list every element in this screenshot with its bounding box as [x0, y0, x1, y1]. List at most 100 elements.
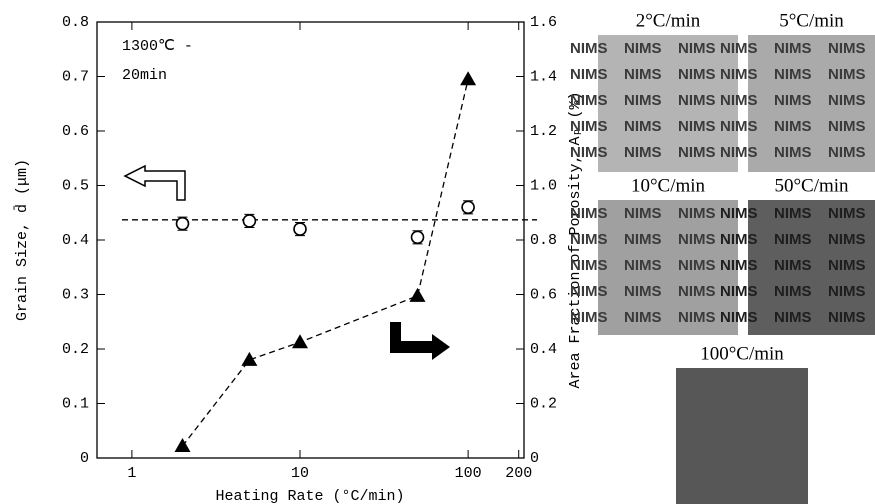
panel-image: [676, 368, 808, 504]
data-point: [460, 71, 477, 86]
watermark: NIMS: [624, 309, 662, 326]
panel-label: 5°C/min: [779, 10, 844, 31]
watermark: NIMS: [570, 144, 608, 161]
x-tick-label: 1: [127, 465, 136, 482]
data-point: [292, 334, 309, 349]
watermark: NIMS: [570, 309, 608, 326]
watermark: NIMS: [678, 257, 716, 274]
watermark: NIMS: [624, 118, 662, 135]
watermark: NIMS: [720, 144, 758, 161]
watermark: NIMS: [678, 40, 716, 57]
watermark: NIMS: [828, 309, 866, 326]
panel-label: 10°C/min: [631, 175, 706, 196]
data-point: [242, 214, 257, 228]
watermark: NIMS: [678, 309, 716, 326]
watermark: NIMS: [570, 118, 608, 135]
watermark: NIMS: [720, 92, 758, 109]
watermark: NIMS: [774, 283, 812, 300]
y-tick-label: 0.1: [62, 395, 89, 412]
watermark: NIMS: [774, 40, 812, 57]
right-arrow: [390, 322, 450, 360]
y2-tick-label: 1.0: [530, 177, 557, 194]
plot-frame: [96, 21, 525, 459]
y2-tick-label: 0.8: [530, 232, 557, 249]
watermark: NIMS: [828, 66, 866, 83]
y-tick-label: 0.4: [62, 232, 89, 249]
y2-tick-label: 0.2: [530, 395, 557, 412]
data-point: [241, 351, 258, 366]
y-tick-label: 0.6: [62, 123, 89, 140]
watermark: NIMS: [624, 66, 662, 83]
watermark: NIMS: [624, 40, 662, 57]
watermark: NIMS: [624, 283, 662, 300]
watermark: NIMS: [828, 144, 866, 161]
watermark: NIMS: [624, 144, 662, 161]
watermark: NIMS: [678, 66, 716, 83]
y-tick-label: 0: [80, 450, 89, 467]
data-point: [409, 287, 426, 302]
x-tick-label: 200: [505, 465, 532, 482]
watermark: NIMS: [720, 40, 758, 57]
x-tick-label: 10: [291, 465, 309, 482]
watermark: NIMS: [570, 283, 608, 300]
watermark: NIMS: [720, 205, 758, 222]
y2-axis-label: Area Fraction of Porosity, Aₚ (%): [567, 91, 584, 388]
watermark: NIMS: [678, 118, 716, 135]
watermark: NIMS: [570, 231, 608, 248]
annotation: 1300℃ -: [122, 38, 193, 55]
watermark: NIMS: [570, 40, 608, 57]
panel-image: [598, 35, 738, 172]
watermark: NIMS: [774, 309, 812, 326]
panel-image: [748, 200, 875, 335]
panel-image: [598, 200, 738, 335]
panel-label: 50°C/min: [774, 175, 849, 196]
y2-tick-label: 0.4: [530, 341, 557, 358]
x-tick-label: 100: [455, 465, 482, 482]
watermark: NIMS: [720, 283, 758, 300]
watermark: NIMS: [774, 231, 812, 248]
watermark: NIMS: [678, 205, 716, 222]
watermark: NIMS: [570, 92, 608, 109]
watermark: NIMS: [828, 40, 866, 57]
watermark: NIMS: [774, 205, 812, 222]
trend-line: [181, 79, 469, 447]
y-tick-label: 0.5: [62, 177, 89, 194]
x-axis-label: Heating Rate (°C/min): [215, 488, 404, 504]
watermark: NIMS: [678, 92, 716, 109]
watermark: NIMS: [624, 92, 662, 109]
watermark: NIMS: [774, 66, 812, 83]
watermark: NIMS: [720, 257, 758, 274]
watermark: NIMS: [828, 118, 866, 135]
data-point: [175, 216, 190, 231]
data-point: [174, 438, 191, 453]
watermark: NIMS: [828, 231, 866, 248]
watermark: NIMS: [570, 205, 608, 222]
y-tick-label: 0.7: [62, 68, 89, 85]
watermark: NIMS: [624, 205, 662, 222]
watermark: NIMS: [678, 283, 716, 300]
watermark: NIMS: [828, 205, 866, 222]
watermark: NIMS: [624, 257, 662, 274]
left-arrow: [123, 164, 186, 201]
watermark: NIMS: [720, 309, 758, 326]
watermark: NIMS: [828, 257, 866, 274]
watermark: NIMS: [774, 118, 812, 135]
watermark: NIMS: [720, 231, 758, 248]
watermark: NIMS: [624, 231, 662, 248]
y2-tick-label: 1.6: [530, 14, 557, 31]
watermark: NIMS: [828, 283, 866, 300]
watermark: NIMS: [720, 118, 758, 135]
watermark: NIMS: [678, 144, 716, 161]
watermark: NIMS: [774, 144, 812, 161]
data-point: [461, 200, 475, 215]
panel-image: [748, 35, 875, 172]
watermark: NIMS: [720, 66, 758, 83]
data-point: [410, 230, 425, 245]
y-tick-label: 0.3: [62, 286, 89, 303]
y2-tick-label: 1.2: [530, 123, 557, 140]
data-point: [293, 222, 307, 236]
panel-label: 2°C/min: [636, 10, 701, 31]
watermark: NIMS: [570, 257, 608, 274]
